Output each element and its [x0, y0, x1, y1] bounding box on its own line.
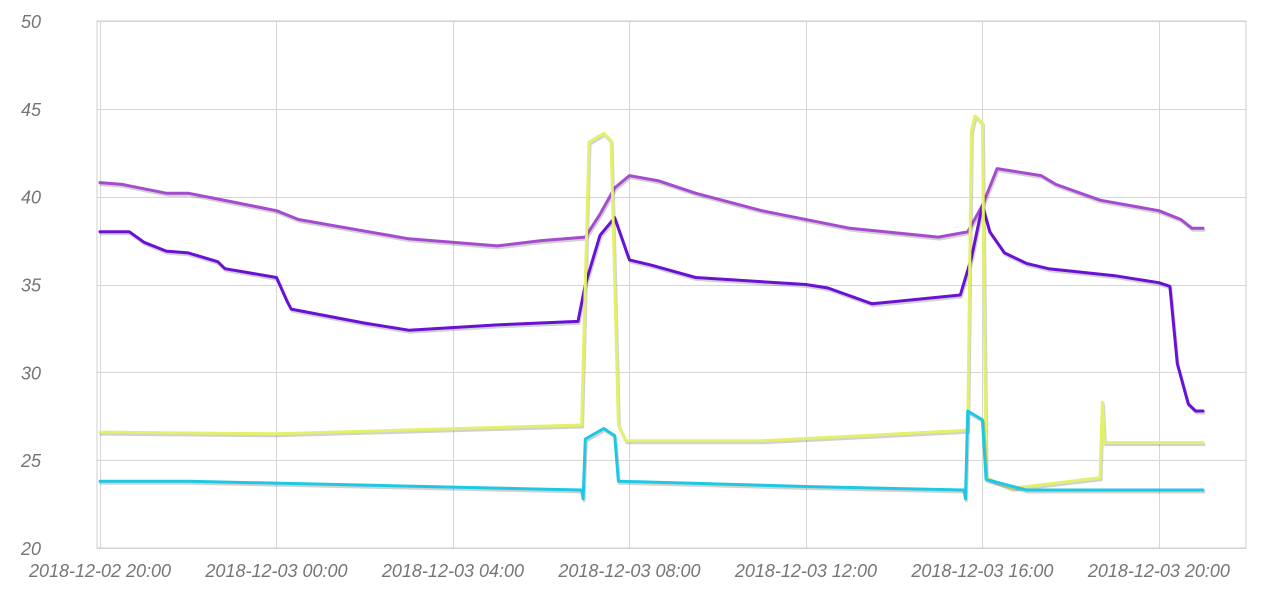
series-line — [98, 409, 1205, 501]
x-tick-label: 2018-12-03 20:00 — [1087, 561, 1230, 581]
x-tick-label: 2018-12-02 20:00 — [28, 561, 171, 581]
series-line — [98, 203, 1205, 413]
x-tick-label: 2018-12-03 12:00 — [734, 561, 877, 581]
x-tick-label: 2018-12-03 08:00 — [557, 561, 700, 581]
series-line — [98, 167, 1205, 248]
y-axis-ticks: 20 25 30 35 40 45 50 — [20, 12, 42, 559]
y-tick-label: 35 — [21, 276, 42, 296]
y-tick-label: 40 — [21, 188, 41, 208]
x-tick-label: 2018-12-03 16:00 — [910, 561, 1053, 581]
x-axis-ticks: 2018-12-02 20:00 2018-12-03 00:00 2018-12-… — [28, 561, 1230, 581]
y-tick-label: 25 — [20, 451, 42, 471]
grid — [97, 21, 1246, 549]
series-line — [98, 114, 1205, 490]
series-group — [98, 114, 1206, 503]
x-tick-label: 2018-12-03 04:00 — [381, 561, 524, 581]
y-tick-label: 30 — [21, 363, 41, 383]
x-tick-label: 2018-12-03 00:00 — [204, 561, 347, 581]
y-tick-label: 50 — [21, 12, 41, 32]
y-tick-label: 45 — [21, 100, 42, 120]
series-shadow — [99, 205, 1206, 415]
series-shadow — [99, 169, 1206, 250]
plot-frame — [96, 20, 1247, 549]
y-tick-label: 20 — [20, 539, 41, 559]
